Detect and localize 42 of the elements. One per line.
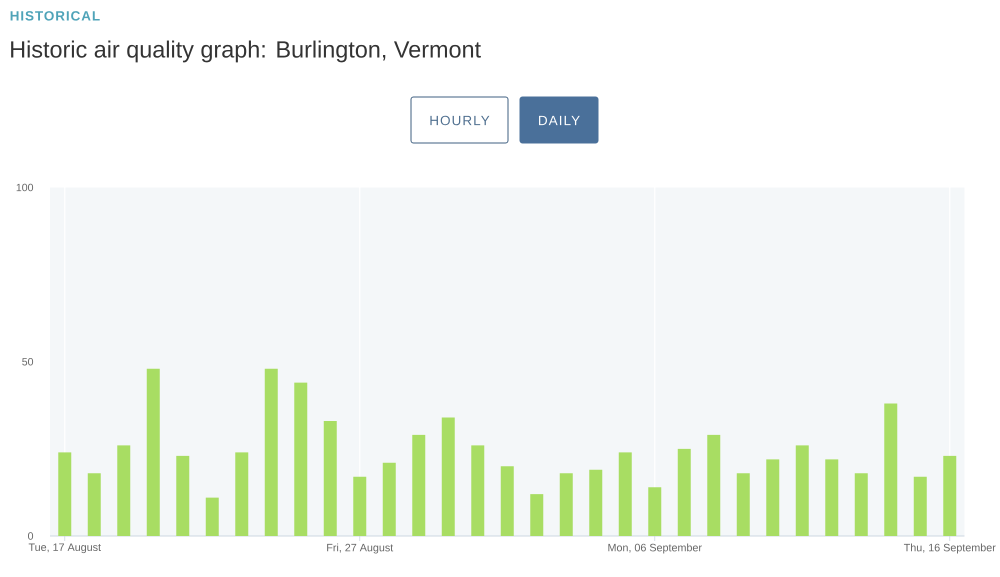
bar (442, 417, 455, 536)
bar (206, 498, 219, 536)
bar (914, 476, 927, 536)
bar (560, 473, 573, 536)
x-tick-label: Thu, 16 September (904, 544, 996, 554)
x-tick-label: Tue, 17 August (28, 544, 101, 554)
text: DAILY (539, 116, 580, 126)
bar (589, 470, 602, 536)
bar (471, 445, 484, 536)
text: HISTORICAL (10, 11, 100, 21)
y-tick-label: 100 (16, 184, 34, 192)
bar (736, 473, 750, 536)
bar (884, 404, 898, 536)
bar (294, 382, 308, 536)
text: HOURLY (430, 116, 490, 126)
chart-title: Historic air quality graph: Burlington, Vermont (11, 40, 481, 62)
x-tick-label: Mon, 06 September (608, 544, 702, 554)
bar (766, 459, 780, 536)
bar (146, 368, 160, 536)
bar (88, 473, 101, 536)
y-tick-label: 50 (22, 358, 34, 366)
bar (648, 487, 662, 536)
bar (530, 494, 544, 536)
bar (825, 459, 838, 536)
bar (678, 448, 691, 536)
bar (264, 368, 278, 536)
bar (176, 456, 190, 536)
bar (618, 452, 632, 536)
bar (324, 420, 337, 536)
bar (58, 452, 72, 536)
bar (500, 466, 514, 536)
bar (412, 434, 426, 536)
bar (796, 445, 809, 536)
x-tick-label: Fri, 27 August (327, 544, 394, 554)
bar (707, 434, 720, 536)
bar (235, 452, 248, 536)
bar (854, 473, 868, 536)
bar (353, 476, 366, 536)
bar (117, 445, 130, 536)
bar (382, 462, 396, 536)
bar (943, 456, 956, 536)
y-tick-label: 0 (28, 532, 34, 540)
